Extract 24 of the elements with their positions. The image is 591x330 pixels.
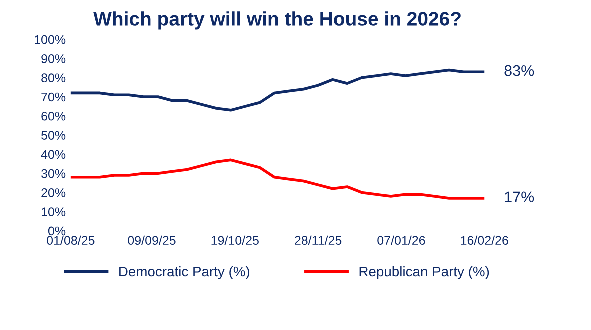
y-tick-label: 60% [42,112,66,121]
y-tick-label: 10% [42,208,66,217]
y-tick-label: 30% [42,169,66,178]
y-tick-label: 0% [48,226,66,236]
x-tick-label: 19/10/25 [212,236,259,246]
y-tick-label: 80% [42,74,66,83]
line-series [70,158,485,200]
line-series [70,68,485,112]
legend-label: Democratic Party (%) [120,266,250,280]
y-tick-label: 100% [35,35,66,44]
x-tick-label: 07/01/26 [378,236,426,246]
x-tick-label: 28/11/25 [295,236,342,246]
x-tick-label: 09/09/25 [128,236,176,246]
y-tick-label: 50% [42,131,66,140]
y-tick-label: 40% [41,150,66,160]
annotation: 17% [505,192,534,203]
y-tick-label: 90% [42,54,66,64]
annotation: 83% [504,65,534,76]
legend-label: Republican Party (%) [360,266,490,280]
chart-title: Which party will win the House in 2026? [94,12,461,30]
y-tick-label: 70% [42,92,66,102]
y-tick-label: 20% [42,188,66,198]
x-tick-label: 01/08/25 [47,236,95,246]
x-tick-label: 16/02/26 [461,236,508,246]
